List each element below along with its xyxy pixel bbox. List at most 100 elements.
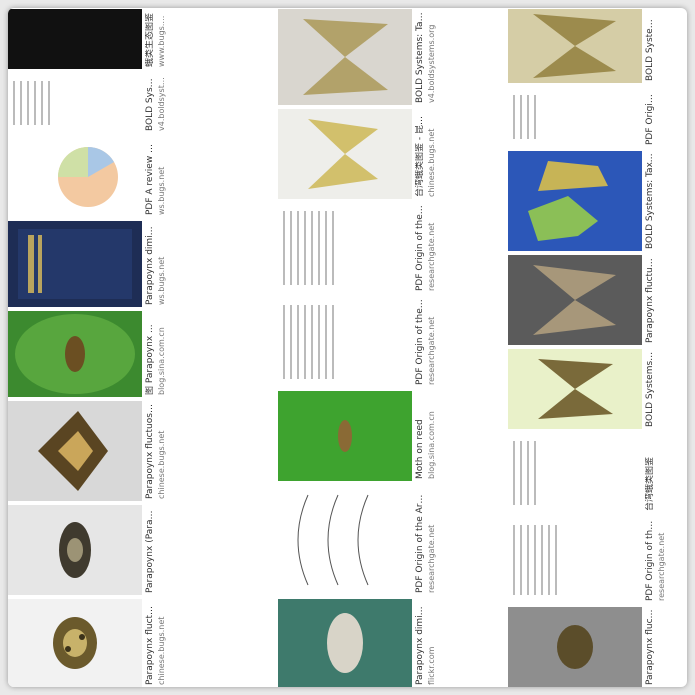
- moth-image-icon: [538, 359, 613, 419]
- thumbnail[interactable]: [8, 505, 142, 595]
- result-tile[interactable]: PDF Origin of the Armenian researchgate.…: [508, 517, 668, 603]
- result-tile[interactable]: Parapoynx diminutalis ws.bugs.net: [8, 221, 168, 307]
- result-tile[interactable]: Parapoynx diminutalis, Banded Mo... flic…: [278, 599, 438, 687]
- result-caption: PDF Origin of the Armenian: [415, 205, 425, 291]
- result-tile[interactable]: 台湾蛾类图鉴 - 昆虫图片(分类) chinese.bugs.net: [278, 109, 438, 199]
- result-tile[interactable]: BOLD Systems: Taxonomy Browser - Parapoy…: [508, 151, 668, 251]
- result-tile[interactable]: BOLD Systems: Taxonomy Browser - Parap..…: [278, 9, 438, 105]
- result-tile[interactable]: 图 Parapoynx ... blog.sina.com.cn: [8, 311, 168, 397]
- result-tile[interactable]: Parapoynx fluctuosalis (Zeller) chinese.…: [8, 401, 168, 501]
- document-preview: [283, 203, 334, 293]
- result-caption: BOLD Systems: Taxonomy Browser - Parapoy…: [645, 153, 655, 249]
- result-tile[interactable]: PDF A review of the ge... ws.bugs.net: [8, 137, 168, 217]
- thumbnail[interactable]: [508, 349, 642, 429]
- thumbnail[interactable]: [508, 151, 642, 251]
- document-preview: [513, 433, 536, 513]
- result-caption: Parapoynx fluctuosalis - Nearly...: [645, 609, 655, 685]
- moth-image-icon: [59, 522, 91, 578]
- thumbnail[interactable]: [508, 607, 642, 687]
- result-caption: Parapoynx fluctuosalis 夜蛾类: [645, 257, 655, 343]
- result-caption: PDF Origin of the Armenian...: [415, 487, 425, 593]
- result-caption: BOLD Systems: Taxonomy Browser: [645, 351, 655, 427]
- result-tile[interactable]: Parapoynx fluctuosalis 夜蛾类: [508, 255, 668, 345]
- result-caption: Parapoynx fluctuosalis (Zeller): [145, 403, 155, 499]
- result-tile[interactable]: Moth on reed blog.sina.com.cn: [278, 391, 438, 481]
- result-caption: 台湾蛾类图鉴: [645, 456, 655, 511]
- result-tile[interactable]: 台湾蛾类图鉴: [508, 433, 668, 513]
- result-caption: PDF Origin of the Armenian: [415, 299, 425, 385]
- result-caption: BOLD Systems: Taxonomy Browser - Parapo.…: [145, 75, 155, 131]
- result-source: researchgate.net: [427, 222, 436, 291]
- result-source: chinese.bugs.net: [157, 430, 166, 499]
- thumbnail[interactable]: [508, 433, 642, 513]
- moth-image-icon: [533, 14, 616, 78]
- result-caption: PDF A review of the ge...: [145, 139, 155, 215]
- result-source: chinese.bugs.net: [157, 616, 166, 685]
- result-tile[interactable]: PDF Origin of the Armenian researchgate.…: [278, 297, 438, 387]
- result-caption: Moth on reed: [415, 419, 425, 479]
- result-tile[interactable]: PDF Origin of the Armenian... researchga…: [278, 485, 438, 595]
- thumbnail[interactable]: [508, 87, 642, 147]
- result-tile[interactable]: Parapoynx fluctuosalis - 昆虫图片(分类) chines…: [8, 599, 168, 687]
- result-source: researchgate.net: [427, 524, 436, 593]
- thumbnail[interactable]: [278, 391, 412, 481]
- results-column: Parapoynx diminutalis, Banded Mo... flic…: [278, 8, 438, 687]
- result-tile[interactable]: 蛾类生态图鉴 www.bugs.net: [8, 9, 168, 69]
- result-tile[interactable]: PDF Origin of the Armenian: [508, 87, 668, 147]
- world-map-icon: [528, 161, 608, 241]
- result-source: blog.sina.com.cn: [427, 411, 436, 479]
- thumbnail[interactable]: [278, 203, 412, 293]
- result-source: v4.boldsystems.org: [427, 24, 436, 103]
- result-source: chinese.bugs.net: [427, 128, 436, 197]
- result-source: flickr.com: [427, 646, 436, 685]
- result-caption: PDF Origin of the Armenian: [645, 519, 655, 601]
- pie-chart-icon: [58, 146, 118, 207]
- thumbnail[interactable]: [278, 9, 412, 105]
- result-source: blog.sina.com.cn: [157, 327, 166, 395]
- thumbnail[interactable]: [8, 221, 142, 307]
- result-tile[interactable]: BOLD Systems: Taxonomy Browser: [508, 349, 668, 429]
- book-cover-icon: [18, 229, 132, 299]
- result-source: researchgate.net: [657, 532, 666, 601]
- thumbnail[interactable]: [8, 401, 142, 501]
- moth-image-icon: [278, 391, 412, 481]
- result-caption: BOLD Systems: Taxonomy Browser - Para...: [645, 11, 655, 81]
- moth-image-icon: [53, 617, 97, 669]
- result-caption: Parapoynx fluctuosalis - 昆虫图片(分类): [145, 601, 155, 685]
- result-tile[interactable]: Parapoynx (Paraponyx) diminutalis: [8, 505, 168, 595]
- thumbnail[interactable]: [278, 599, 412, 687]
- result-caption: Parapoynx diminutalis: [145, 223, 155, 305]
- result-caption: 蛾类生态图鉴: [145, 12, 155, 67]
- moth-image-icon: [557, 625, 593, 669]
- document-preview: [13, 73, 50, 133]
- result-tile[interactable]: BOLD Systems: Taxonomy Browser - Para...: [508, 9, 668, 83]
- thumbnail[interactable]: [508, 517, 642, 603]
- thumbnail[interactable]: [278, 297, 412, 387]
- result-source: v4.boldsystems.org: [157, 75, 166, 131]
- thumbnail[interactable]: [8, 137, 142, 217]
- thumbnail[interactable]: [508, 255, 642, 345]
- thumbnail[interactable]: [508, 9, 642, 83]
- moth-image-icon: [15, 314, 135, 394]
- results-grid: Parapoynx fluctuosalis - 昆虫图片(分类) chines…: [8, 8, 687, 687]
- moth-image-icon: [38, 411, 108, 491]
- thumbnail[interactable]: [8, 311, 142, 397]
- result-source: ws.bugs.net: [157, 256, 166, 305]
- thumbnail[interactable]: [278, 109, 412, 199]
- moth-image-icon: [303, 19, 388, 95]
- diagram-icon: [297, 494, 369, 586]
- document-preview: [283, 297, 334, 387]
- document-preview: [513, 87, 536, 147]
- result-tile[interactable]: Parapoynx fluctuosalis - Nearly...: [508, 607, 668, 687]
- thumbnail[interactable]: [8, 73, 142, 133]
- moth-image-icon: [278, 599, 412, 687]
- image-results-panel: Parapoynx fluctuosalis - 昆虫图片(分类) chines…: [8, 8, 687, 687]
- thumbnail[interactable]: [8, 599, 142, 687]
- result-tile[interactable]: BOLD Systems: Taxonomy Browser - Parapo.…: [8, 73, 168, 133]
- result-source: ws.bugs.net: [157, 166, 166, 215]
- thumbnail[interactable]: [8, 9, 142, 69]
- thumbnail[interactable]: [278, 485, 412, 595]
- result-source: www.bugs.net: [157, 11, 166, 67]
- result-caption: Parapoynx diminutalis, Banded Mo...: [415, 601, 425, 685]
- result-tile[interactable]: PDF Origin of the Armenian researchgate.…: [278, 203, 438, 293]
